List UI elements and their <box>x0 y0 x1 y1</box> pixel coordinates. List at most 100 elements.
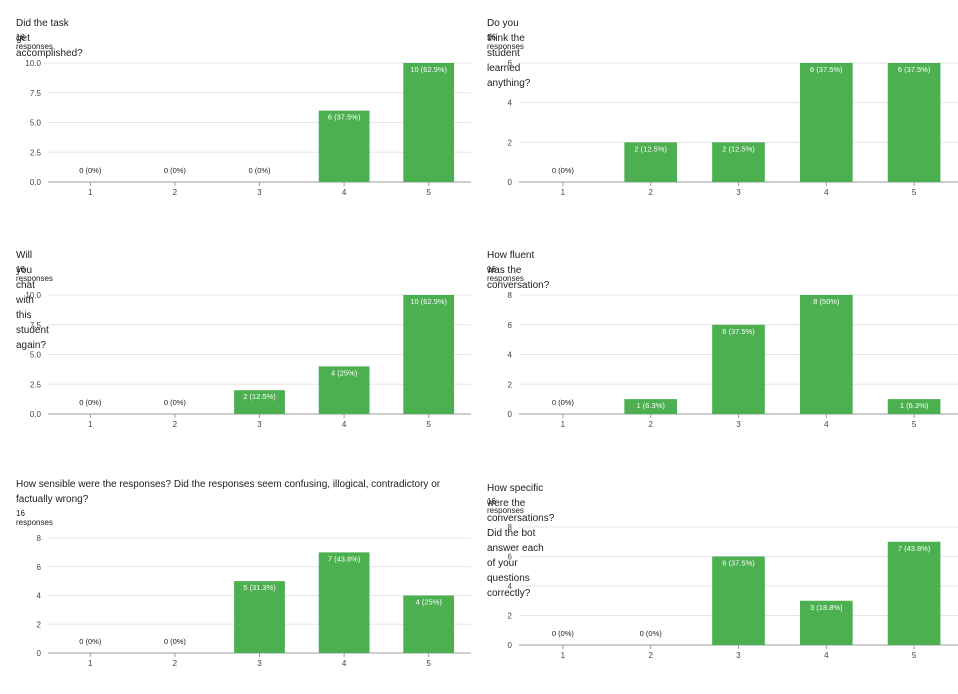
y-tick-label: 0.0 <box>30 410 42 419</box>
y-tick-label: 2 <box>508 138 513 147</box>
y-tick-label: 5.0 <box>30 351 42 360</box>
data-label: 7 (43.8%) <box>328 554 361 563</box>
y-tick-label: 2 <box>508 612 513 621</box>
x-tick-label: 4 <box>342 659 347 668</box>
x-tick-label: 2 <box>173 188 178 197</box>
y-tick-label: 0 <box>37 649 42 658</box>
bar <box>887 63 941 182</box>
data-label: 3 (18.8%) <box>810 603 843 612</box>
y-tick-label: 5.0 <box>30 119 42 128</box>
bar-chart: 0.0 2.5 5.0 7.5 10.0 1 0 (0%) 2 0 (0%) 3 2 (12.5%)… <box>25 291 471 429</box>
y-tick-label: 6 <box>37 563 42 572</box>
y-tick-label: 8 <box>508 291 513 300</box>
bar <box>624 399 678 414</box>
bar <box>318 552 370 653</box>
response-count: 16 responses <box>16 509 53 527</box>
data-label: 0 (0%) <box>79 166 102 175</box>
x-tick-label: 1 <box>561 188 566 197</box>
y-tick-label: 0.0 <box>30 178 42 187</box>
x-tick-label: 1 <box>88 188 93 197</box>
data-label: 0 (0%) <box>79 398 102 407</box>
y-tick-label: 6 <box>508 321 513 330</box>
bar <box>799 600 853 645</box>
x-tick-label: 1 <box>561 420 566 429</box>
response-count: 16 responses <box>487 265 524 283</box>
x-tick-label: 3 <box>736 420 741 429</box>
bar <box>403 63 455 182</box>
x-tick-label: 5 <box>912 420 917 429</box>
x-tick-label: 5 <box>912 651 917 660</box>
x-tick-label: 5 <box>426 188 431 197</box>
x-tick-label: 5 <box>912 188 917 197</box>
bar <box>887 399 941 414</box>
bar <box>799 63 853 182</box>
x-tick-label: 4 <box>824 420 829 429</box>
y-tick-label: 6 <box>508 553 513 562</box>
y-tick-label: 4 <box>508 582 513 591</box>
bar <box>234 390 285 414</box>
x-tick-label: 1 <box>88 659 93 668</box>
data-label: 0 (0%) <box>552 629 575 638</box>
y-tick-label: 8 <box>508 523 513 532</box>
x-tick-label: 5 <box>426 420 431 429</box>
y-tick-label: 7.5 <box>30 321 42 330</box>
data-label: 0 (0%) <box>164 637 187 646</box>
data-label: 0 (0%) <box>164 166 187 175</box>
bar <box>799 295 853 414</box>
data-label: 0 (0%) <box>164 398 187 407</box>
y-tick-label: 8 <box>37 534 42 543</box>
bar <box>403 595 455 653</box>
x-tick-label: 1 <box>88 420 93 429</box>
bar <box>234 581 285 653</box>
x-tick-label: 2 <box>173 420 178 429</box>
bar <box>712 556 765 645</box>
x-tick-label: 4 <box>342 188 347 197</box>
data-label: 0 (0%) <box>79 637 102 646</box>
response-count: 16 responses <box>16 265 53 283</box>
bar <box>318 366 370 414</box>
data-label: 6 (37.5%) <box>898 65 931 74</box>
data-label: 0 (0%) <box>640 629 663 638</box>
y-tick-label: 0 <box>508 410 513 419</box>
y-tick-label: 10.0 <box>25 59 41 68</box>
response-count: 16 responses <box>487 497 524 515</box>
y-tick-label: 2.5 <box>30 148 42 157</box>
x-tick-label: 4 <box>342 420 347 429</box>
data-label: 2 (12.5%) <box>243 392 276 401</box>
data-label: 1 (6.3%) <box>637 401 666 410</box>
response-count: 16 responses <box>487 33 524 51</box>
bar <box>712 142 765 182</box>
y-tick-label: 6 <box>508 59 513 68</box>
x-tick-label: 3 <box>257 188 262 197</box>
data-label: 2 (12.5%) <box>634 144 667 153</box>
y-tick-label: 10.0 <box>25 291 41 300</box>
y-tick-label: 7.5 <box>30 89 42 98</box>
y-tick-label: 2 <box>508 380 513 389</box>
x-tick-label: 2 <box>648 420 653 429</box>
y-tick-label: 4 <box>508 99 513 108</box>
x-tick-label: 4 <box>824 651 829 660</box>
data-label: 10 (62.5%) <box>410 297 447 306</box>
data-label: 7 (43.8%) <box>898 544 931 553</box>
data-label: 6 (37.5%) <box>722 327 755 336</box>
chart-title: How fluent was the conversation? <box>487 250 550 291</box>
data-label: 4 (25%) <box>331 368 358 377</box>
bar-chart: 0.0 2.5 5.0 7.5 10.0 1 0 (0%) 2 0 (0%) 3 0 (0%) 4 6 … <box>25 59 471 197</box>
data-label: 0 (0%) <box>552 166 575 175</box>
chart-title: Do you think the student learned anythin… <box>487 18 531 89</box>
data-label: 6 (37.5%) <box>328 113 361 122</box>
chart-title: Did the task get accomplished? <box>16 18 83 59</box>
data-label: 0 (0%) <box>248 166 271 175</box>
x-tick-label: 4 <box>824 188 829 197</box>
data-label: 5 (31.3%) <box>243 583 276 592</box>
chart-title: Will you chat with this student again? <box>16 250 49 351</box>
y-tick-label: 2 <box>37 620 42 629</box>
bar <box>624 142 678 182</box>
data-label: 8 (50%) <box>813 297 840 306</box>
x-tick-label: 2 <box>648 188 653 197</box>
y-tick-label: 2.5 <box>30 380 42 389</box>
bar <box>403 295 455 414</box>
x-tick-label: 3 <box>257 420 262 429</box>
